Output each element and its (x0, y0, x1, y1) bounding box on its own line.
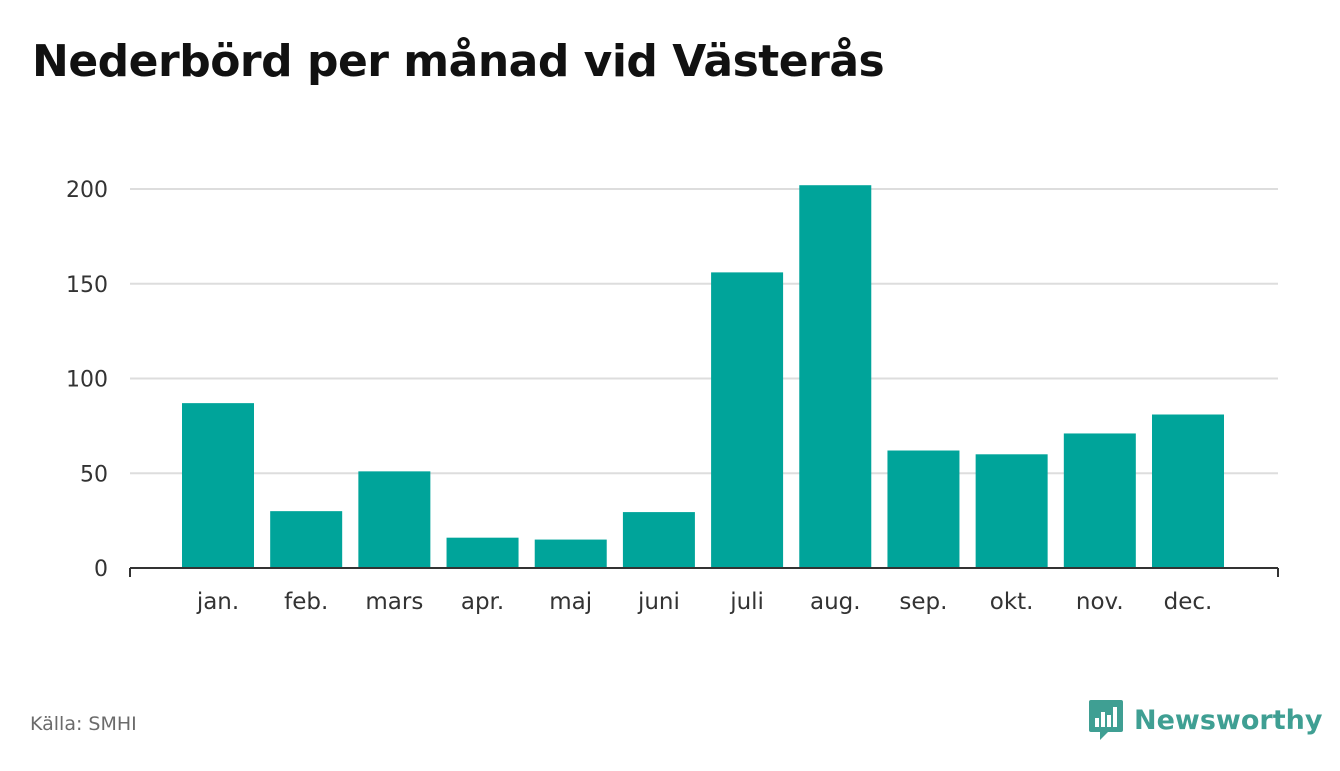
bar-juni (622, 512, 695, 568)
bar-juli (711, 272, 784, 568)
bar-sep (887, 450, 960, 568)
bar-dec (1152, 414, 1224, 568)
bar-jan (182, 403, 254, 568)
x-tick-label: juli (729, 589, 764, 615)
chart-title: Nederbörd per månad vid Västerås (32, 36, 885, 87)
x-tick-label: apr. (461, 589, 504, 615)
y-tick-label: 100 (66, 368, 108, 393)
bar-nov (1063, 433, 1136, 568)
x-tick-label: juni (637, 589, 680, 615)
x-tick-label: sep. (899, 589, 947, 615)
x-tick-label: mars (365, 589, 423, 615)
bar-feb (270, 511, 343, 568)
bar-mars (358, 471, 431, 568)
x-tick-label: jan. (196, 589, 239, 615)
bar-aug (799, 185, 872, 568)
source-note: Källa: SMHI (30, 713, 137, 735)
x-tick-label: nov. (1076, 589, 1124, 615)
x-tick-label: aug. (810, 589, 861, 615)
bar-maj (534, 539, 607, 568)
y-tick-label: 200 (66, 178, 108, 203)
bar-chart-speech-bubble-icon (1089, 700, 1123, 740)
brand-name: Newsworthy (1134, 704, 1323, 736)
y-tick-label: 150 (66, 273, 108, 298)
brand-logo: Newsworthy (1088, 698, 1322, 742)
x-tick-label: okt. (990, 589, 1034, 615)
y-tick-label: 0 (94, 557, 108, 582)
bar-chart: 0 50 100 150 200 jan. feb. mars apr. maj juni juli a… (66, 178, 1279, 615)
x-tick-label: dec. (1164, 589, 1213, 615)
y-tick-label: 50 (80, 462, 108, 487)
bar-okt (975, 454, 1048, 568)
bar-apr (446, 537, 519, 568)
x-tick-label: feb. (284, 589, 328, 615)
x-tick-label: maj (549, 589, 592, 615)
